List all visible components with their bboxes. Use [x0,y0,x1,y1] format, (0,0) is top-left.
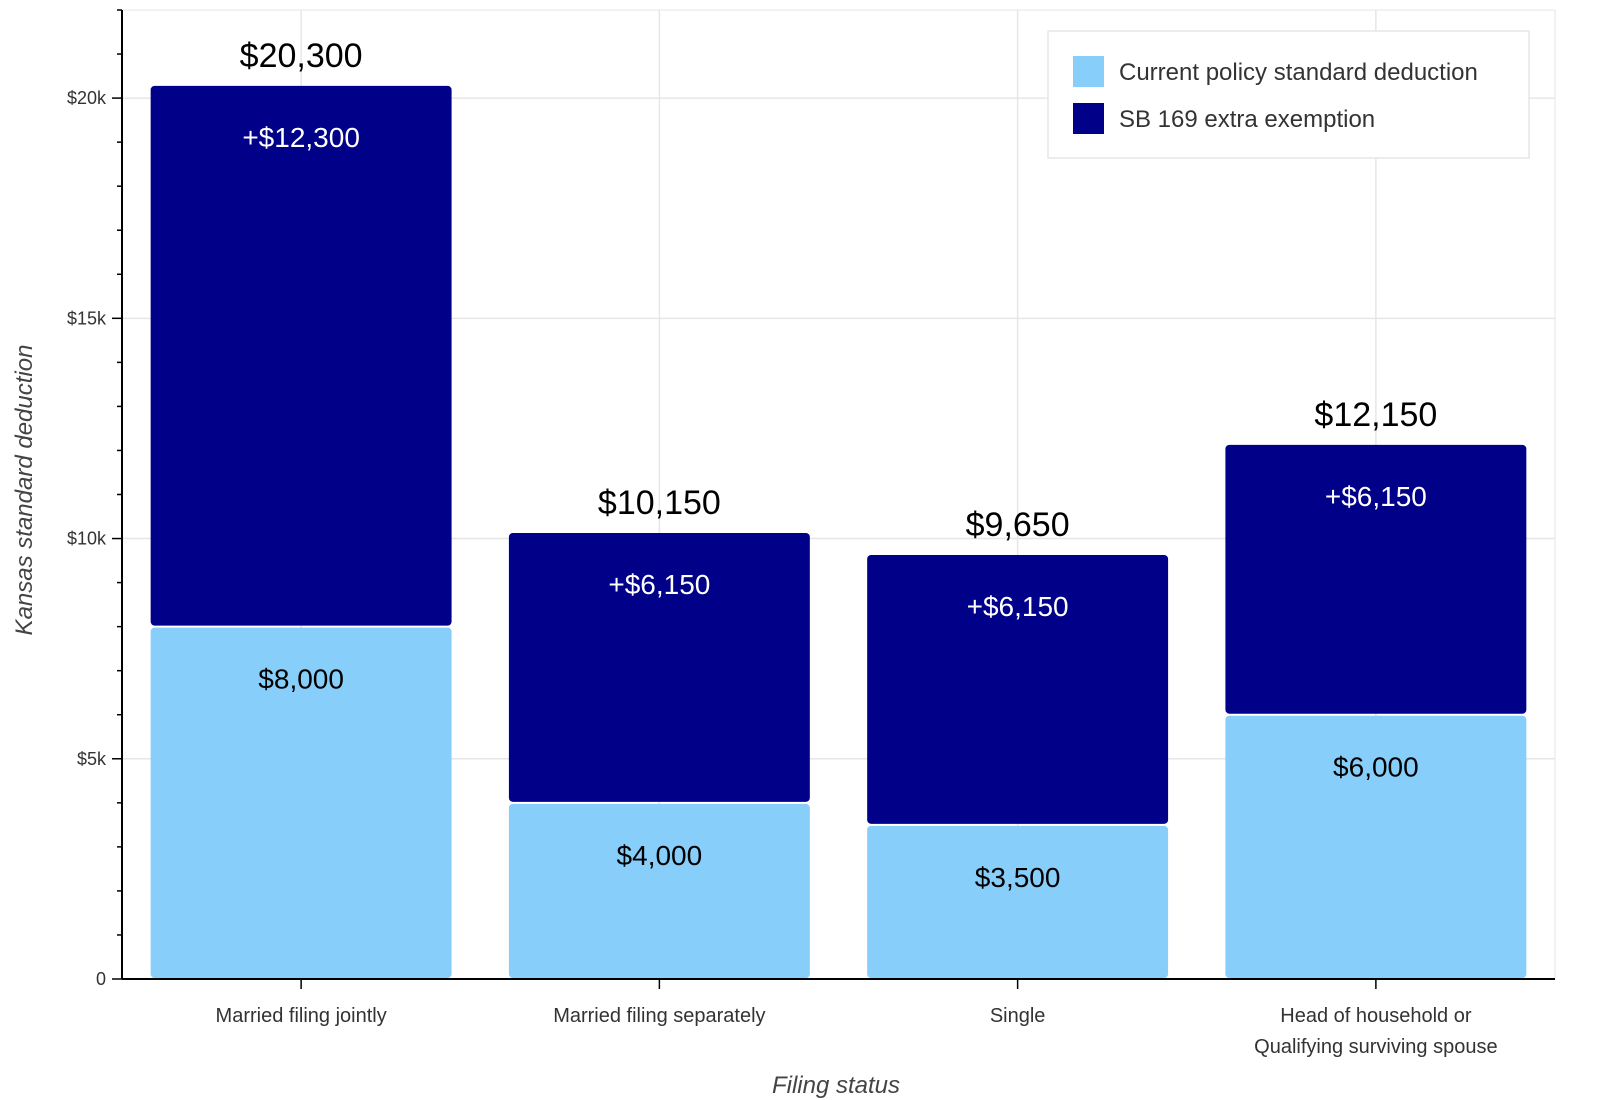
bars [150,85,1527,978]
bar-current-policy [867,825,1169,978]
bar-sb169-extra [508,532,810,802]
x-tick-label: Qualifying surviving spouse [1254,1036,1497,1058]
labels: $8,000 +$12,300 $20,300 $4,000 +$6,150 $10,15… [240,37,1438,893]
total-data-label: $12,150 [1314,396,1437,434]
total-data-label: $9,650 [966,506,1070,544]
legend-swatch [1073,56,1104,87]
bar-current-policy [1225,715,1527,978]
bar-data-label: $4,000 [617,840,703,871]
y-tick-label: $20k [67,88,107,108]
bar-data-label: +$6,150 [608,569,710,600]
bar-data-label: $6,000 [1333,752,1419,783]
legend-label: SB 169 extra exemption [1119,106,1375,133]
x-tick-label: Married filing separately [553,1005,765,1027]
legend: Current policy standard deduction SB 169 … [1047,30,1530,159]
bar-current-policy [150,627,452,978]
y-tick-label: 0 [96,969,106,989]
y-tick-label: $5k [77,749,107,769]
bar-data-label: $3,500 [975,862,1061,893]
x-axis-title: Filing status [772,1072,900,1099]
total-data-label: $20,300 [240,37,363,75]
bar-sb169-extra [1225,444,1527,714]
x-tick-label: Married filing jointly [216,1005,387,1027]
bar-data-label: +$12,300 [242,122,360,153]
total-data-label: $10,150 [598,484,721,522]
bar-sb169-extra [150,85,452,626]
y-tick-label: $15k [67,308,107,328]
y-tick-label: $10k [67,529,107,549]
x-tick-label: Single [990,1005,1046,1027]
bar-sb169-extra [867,554,1169,824]
y-axis-title: Kansas standard deduction [11,345,38,636]
legend-box [1047,30,1530,159]
axes: 0 $5k $10k $15k $20k Married filing jointly Ma… [11,9,1555,1099]
bar-data-label: +$6,150 [967,591,1069,622]
legend-swatch [1073,103,1104,134]
legend-label: Current policy standard deduction [1119,59,1478,86]
bar-current-policy [508,803,810,978]
bar-data-label: +$6,150 [1325,481,1427,512]
bar-data-label: $8,000 [258,664,344,695]
x-tick-label: Head of household or [1280,1005,1472,1027]
